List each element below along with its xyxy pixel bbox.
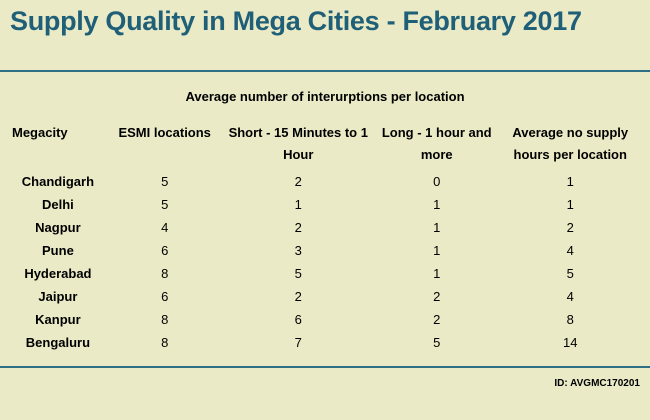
esmi-locations-cell: 5 xyxy=(161,197,169,212)
short-interruptions-cell: 1 xyxy=(294,197,302,212)
table-row: Bengaluru 8 7 5 14 xyxy=(8,331,642,354)
bottom-divider xyxy=(0,366,650,368)
long-interruptions-cell: 2 xyxy=(433,289,441,304)
short-interruptions-cell: 7 xyxy=(294,335,302,350)
short-interruptions-cell: 2 xyxy=(294,220,302,235)
long-interruptions-cell: 1 xyxy=(433,266,441,281)
city-cell: Chandigarh xyxy=(21,174,95,189)
long-interruptions-cell: 0 xyxy=(433,174,441,189)
header-avg-no-supply-hours: Average no supply hours per location xyxy=(512,125,629,162)
city-cell: Bengaluru xyxy=(25,335,91,350)
long-interruptions-cell: 5 xyxy=(433,335,441,350)
city-cell: Kanpur xyxy=(35,312,81,327)
table-body: Chandigarh 5 2 0 1 Delhi 5 1 1 1 Nagpur 4 2 1 2 Pune 6 3 1… xyxy=(8,170,642,354)
table-row: Kanpur 8 6 2 8 xyxy=(8,308,642,331)
esmi-locations-cell: 8 xyxy=(161,335,169,350)
avg-no-supply-hours-cell: 5 xyxy=(566,266,574,281)
esmi-locations-cell: 5 xyxy=(161,174,169,189)
table-row: Jaipur 6 2 2 4 xyxy=(8,285,642,308)
esmi-locations-cell: 8 xyxy=(161,266,169,281)
short-interruptions-cell: 2 xyxy=(294,289,302,304)
table-subtitle: Average number of interurptions per loca… xyxy=(185,89,465,104)
chart-id-label: ID: AVGMC170201 xyxy=(554,378,640,389)
city-cell: Hyderabad xyxy=(24,266,92,281)
city-cell: Delhi xyxy=(42,197,74,212)
header-long-interruptions: Long - 1 hour and more xyxy=(381,125,492,162)
esmi-locations-cell: 8 xyxy=(161,312,169,327)
esmi-locations-cell: 6 xyxy=(161,243,169,258)
long-interruptions-cell: 1 xyxy=(433,220,441,235)
esmi-locations-cell: 6 xyxy=(161,289,169,304)
avg-no-supply-hours-cell: 2 xyxy=(566,220,574,235)
avg-no-supply-hours-cell: 1 xyxy=(566,174,574,189)
table-row: Pune 6 3 1 4 xyxy=(8,239,642,262)
short-interruptions-cell: 3 xyxy=(294,243,302,258)
header-short-interruptions: Short - 15 Minutes to 1 Hour xyxy=(228,125,368,162)
header-esmi-locations: ESMI locations xyxy=(118,125,211,140)
city-cell: Nagpur xyxy=(35,220,81,235)
avg-no-supply-hours-cell: 8 xyxy=(566,312,574,327)
table-row: Delhi 5 1 1 1 xyxy=(8,193,642,216)
short-interruptions-cell: 5 xyxy=(294,266,302,281)
table-row: Nagpur 4 2 1 2 xyxy=(8,216,642,239)
top-divider xyxy=(0,70,650,72)
long-interruptions-cell: 1 xyxy=(433,243,441,258)
table-row: Hyderabad 8 5 1 5 xyxy=(8,262,642,285)
avg-no-supply-hours-cell: 14 xyxy=(563,335,578,350)
avg-no-supply-hours-cell: 4 xyxy=(566,289,574,304)
short-interruptions-cell: 6 xyxy=(294,312,302,327)
city-cell: Jaipur xyxy=(38,289,78,304)
header-megacity: Megacity xyxy=(12,125,68,140)
long-interruptions-cell: 2 xyxy=(433,312,441,327)
page-title: Supply Quality in Mega Cities - February… xyxy=(10,6,582,36)
avg-no-supply-hours-cell: 4 xyxy=(566,243,574,258)
long-interruptions-cell: 1 xyxy=(433,197,441,212)
table-row: Chandigarh 5 2 0 1 xyxy=(8,170,642,193)
short-interruptions-cell: 2 xyxy=(294,174,302,189)
esmi-locations-cell: 4 xyxy=(161,220,169,235)
table-header-row: Megacity ESMI locations Short - 15 Minut… xyxy=(8,122,642,170)
avg-no-supply-hours-cell: 1 xyxy=(566,197,574,212)
city-cell: Pune xyxy=(42,243,74,258)
supply-quality-table: Megacity ESMI locations Short - 15 Minut… xyxy=(8,122,642,354)
